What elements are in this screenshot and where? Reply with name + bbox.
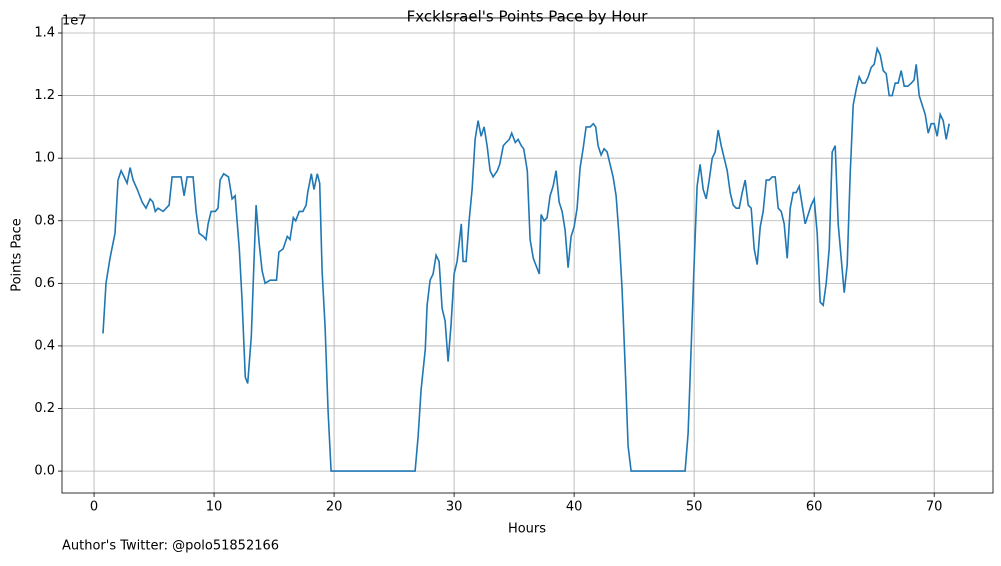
y-tick-label: 0.2 [34, 401, 55, 416]
x-tick-label: 60 [806, 500, 823, 515]
chart-title: FxckIsrael's Points Pace by Hour [407, 8, 649, 26]
y-axis-label: Points Pace [10, 218, 25, 292]
annotation: Author's Twitter: @polo51852166 [62, 539, 279, 554]
line [102, 46, 950, 472]
y-offset-text: 1e7 [62, 14, 87, 29]
y-tick-label: 0.4 [34, 338, 55, 353]
x-tick-label: 0 [90, 500, 98, 515]
y-tick-label: 0.0 [34, 464, 55, 479]
x-tick-label: 30 [446, 500, 463, 515]
x-tick-label: 40 [566, 500, 583, 515]
y-tick-label: 0.6 [34, 276, 55, 291]
y-tick-label: 1.0 [34, 151, 55, 166]
y-tick-label: 1.2 [34, 88, 55, 103]
plot-frame [61, 17, 994, 494]
x-tick-label: 10 [206, 500, 223, 515]
x-tick-label: 20 [326, 500, 343, 515]
y-tick-label: 0.8 [34, 213, 55, 228]
x-tick-label: 50 [686, 500, 703, 515]
y-tick-label: 1.4 [34, 26, 55, 41]
x-axis-label: Hours [508, 522, 546, 537]
x-tick-label: 70 [926, 500, 943, 515]
